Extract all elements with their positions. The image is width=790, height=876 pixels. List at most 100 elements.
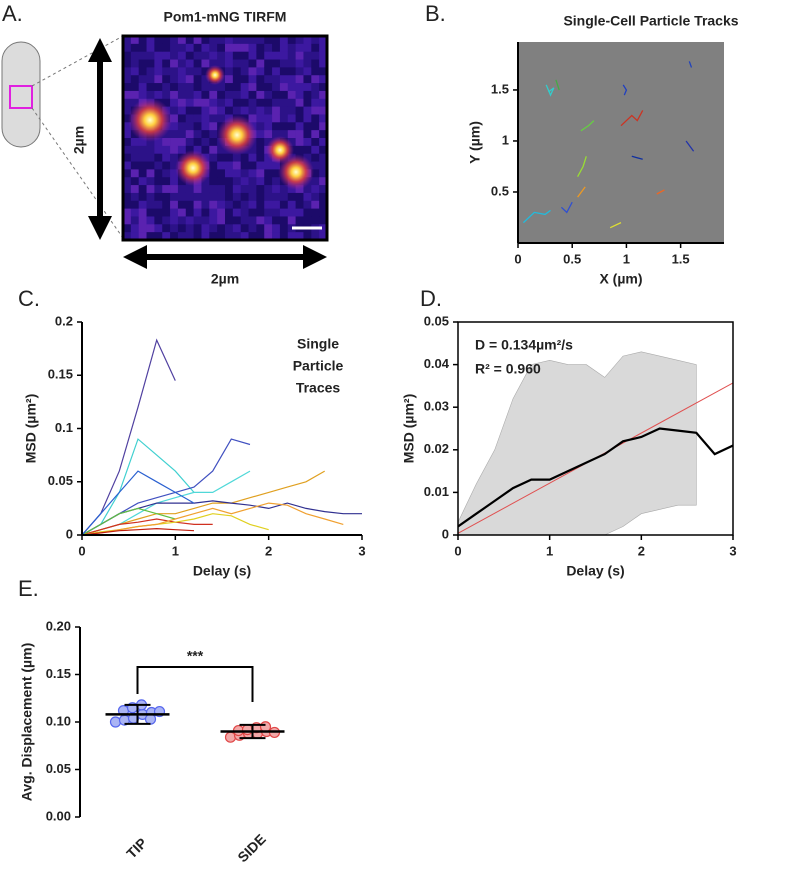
image-pixel <box>123 114 132 123</box>
image-pixel <box>272 51 281 60</box>
image-pixel <box>240 192 249 202</box>
annotation: Particle <box>293 358 344 374</box>
image-pixel <box>287 192 296 202</box>
image-pixel <box>279 75 289 84</box>
image-pixel <box>193 208 202 217</box>
image-pixel <box>232 208 241 217</box>
image-pixel <box>295 138 304 147</box>
panel-label: B. <box>425 1 446 26</box>
image-pixel <box>123 169 132 178</box>
image-pixel <box>311 232 320 241</box>
image-pixel <box>146 177 155 186</box>
mean-line <box>458 427 733 528</box>
image-pixel <box>287 90 296 100</box>
image-pixel <box>217 114 226 123</box>
image-pixel <box>123 75 132 84</box>
image-pixel <box>272 90 281 100</box>
image-pixel <box>303 145 312 154</box>
image-pixel <box>209 145 218 154</box>
image-pixel <box>217 232 226 241</box>
image-pixel <box>225 216 234 225</box>
image-pixel <box>240 169 249 178</box>
image-pixel <box>146 232 155 241</box>
image-pixel <box>123 83 132 92</box>
image-pixel <box>170 43 179 52</box>
image-pixel <box>217 90 226 100</box>
trace <box>81 502 344 536</box>
image-pixel <box>311 130 320 139</box>
image-pixel <box>319 192 328 202</box>
image-pixel <box>248 98 257 107</box>
image-pixel <box>287 232 296 241</box>
image-pixel <box>154 224 163 233</box>
image-pixel <box>123 200 132 209</box>
image-pixel <box>170 51 179 60</box>
image-pixel <box>225 36 234 45</box>
image-pixel <box>240 224 249 233</box>
image-pixel <box>264 67 273 76</box>
image-pixel <box>295 114 304 123</box>
roi-box <box>9 85 33 109</box>
image-pixel <box>264 208 273 217</box>
image-pixel <box>201 67 210 76</box>
image-pixel <box>130 216 139 225</box>
image-pixel <box>201 75 210 84</box>
image-pixel <box>240 51 249 60</box>
image-pixel <box>193 51 202 60</box>
image-pixel <box>311 169 320 178</box>
image-pixel <box>319 98 328 107</box>
image-pixel <box>303 216 312 225</box>
image-pixel <box>217 59 226 68</box>
image-pixel <box>232 67 241 76</box>
image-pixel <box>185 232 194 241</box>
plot-frame <box>457 321 734 536</box>
image-pixel <box>319 145 328 154</box>
image-pixel <box>130 161 139 170</box>
image-pixel <box>201 192 210 202</box>
image-pixel <box>177 114 187 123</box>
image-pixel <box>319 153 328 162</box>
image-pixel <box>209 161 218 170</box>
image-pixel <box>138 200 147 209</box>
image-pixel <box>248 177 257 186</box>
image-pixel <box>287 224 296 233</box>
image-pixel <box>185 114 194 123</box>
image-pixel <box>303 106 312 115</box>
x-axis-label: X (µm) <box>599 271 642 287</box>
image-pixel <box>170 200 179 209</box>
image-pixel <box>279 59 289 68</box>
y-tick-label: 0.1 <box>55 420 73 435</box>
image-pixel <box>240 98 249 107</box>
image-pixel <box>248 208 257 217</box>
image-pixel <box>177 192 187 202</box>
image-pixel <box>256 192 265 202</box>
image-pixel <box>295 36 304 45</box>
image-pixel <box>162 153 171 162</box>
image-pixel <box>311 153 320 162</box>
image-pixel <box>185 122 194 131</box>
panel-label: D. <box>420 286 442 311</box>
zoom-line <box>31 35 124 87</box>
image-pixel <box>248 114 257 123</box>
image-pixel <box>209 208 218 217</box>
image-pixel <box>248 67 257 76</box>
image-pixel <box>209 83 218 92</box>
track <box>522 209 551 224</box>
y-tick-label: 0.02 <box>424 441 449 456</box>
image-pixel <box>225 192 234 202</box>
image-pixel <box>295 67 304 76</box>
y-tick-label: 0.2 <box>55 313 73 328</box>
image-pixel <box>193 90 202 100</box>
image-pixel <box>287 200 296 209</box>
image-pixel <box>264 83 273 92</box>
image-pixel <box>264 122 273 131</box>
image-pixel <box>303 90 312 100</box>
image-pixel <box>193 200 202 209</box>
image-pixel <box>303 185 312 194</box>
image-pixel <box>185 51 194 60</box>
cell-icon <box>1 41 41 148</box>
image-pixel <box>154 177 163 186</box>
image-pixel <box>240 90 249 100</box>
track <box>688 61 693 68</box>
image-pixel <box>311 36 320 45</box>
